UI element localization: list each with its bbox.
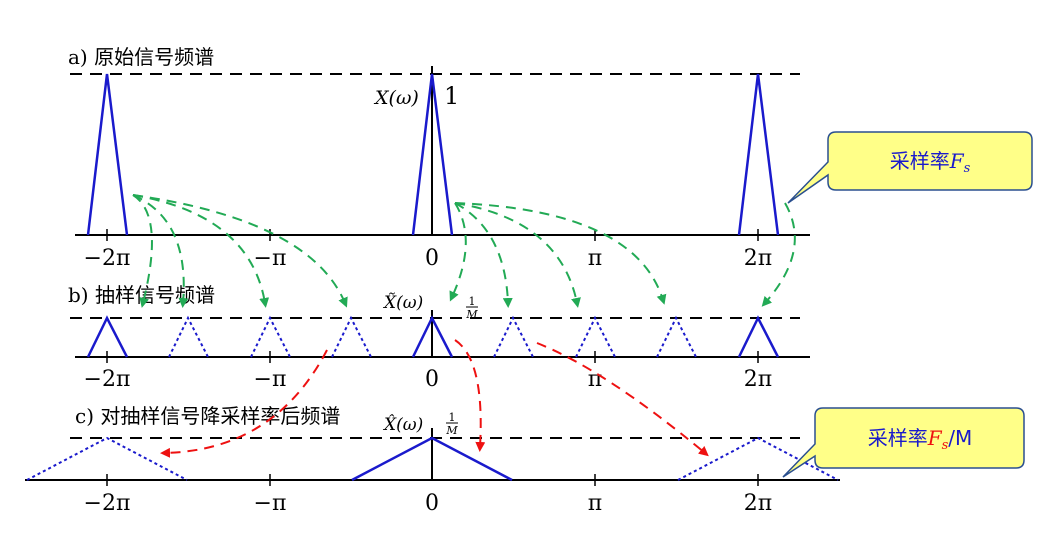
- panel-c: c) 对抽样信号降采样率后频谱 X̂(ω) 1 M −2π −π 0 π 2π: [25, 404, 840, 516]
- panel-a-tick-label-minus-pi: −π: [254, 246, 287, 271]
- panel-b-image-minus-pi-2: [331, 315, 372, 358]
- panel-b: b) 抽样信号频谱 X̃(ω) 1 M −2π −π 0 π 2π: [68, 283, 810, 392]
- panel-a-tick-label-2pi: 2π: [744, 246, 772, 271]
- panel-c-tick-label-0: 0: [425, 491, 439, 516]
- panel-b-image-minus-2pi: [86, 315, 129, 358]
- green-arrow-2: [132, 194, 189, 308]
- panel-a-tick-label-0: 0: [425, 246, 439, 271]
- green-arrow-8: [454, 202, 667, 305]
- red-arrow-right: [536, 342, 709, 457]
- panel-c-image-2pi: [677, 436, 839, 481]
- panel-a-func-label: X(ω): [373, 87, 419, 109]
- panel-c-tick-label-minus-2pi: −2π: [84, 491, 131, 516]
- panel-c-ticks: [106, 474, 759, 486]
- panel-b-image-pi: [575, 315, 616, 358]
- panel-b-image-3pi-2: [656, 315, 697, 358]
- svg-text:1: 1: [449, 411, 456, 424]
- panel-b-func-label: X̃(ω): [382, 293, 423, 313]
- panel-b-image-minus-pi: [250, 315, 291, 358]
- panel-b-image-pi-2: [493, 315, 534, 358]
- panel-c-tick-label-2pi: 2π: [744, 491, 772, 516]
- callout-sampling-rate: 采样率Fs: [787, 131, 1033, 204]
- panel-a: a) 原始信号频谱 X(ω) 1 −2π −π 0 π 2π: [68, 45, 810, 271]
- panel-a-ticks: [106, 229, 759, 241]
- panel-a-tick-label-minus-2pi: −2π: [84, 246, 131, 271]
- callout-bottom-text: 采样率Fs/M: [868, 426, 973, 453]
- panel-a-title: a) 原始信号频谱: [68, 45, 214, 69]
- panel-c-image-minus-2pi: [26, 436, 188, 481]
- panel-b-title: b) 抽样信号频谱: [68, 283, 215, 307]
- panel-b-tick-label-minus-2pi: −2π: [84, 367, 131, 392]
- panel-a-tick-label-pi: π: [588, 246, 602, 271]
- panel-b-tick-label-pi: π: [588, 367, 602, 392]
- panel-c-spectrum-0: [351, 436, 513, 482]
- panel-c-tick-label-pi: π: [588, 491, 602, 516]
- panel-c-title: c) 对抽样信号降采样率后频谱: [75, 404, 340, 428]
- panel-b-peak-fraction: 1 M: [465, 295, 478, 321]
- panel-b-tick-label-2pi: 2π: [744, 367, 772, 392]
- panel-b-ticks: [106, 351, 759, 363]
- sampling-arrows: [132, 194, 796, 308]
- svg-text:M: M: [445, 424, 458, 437]
- panel-a-peak-label: 1: [444, 82, 459, 110]
- panel-b-tick-label-0: 0: [425, 367, 439, 392]
- green-arrow-1: [132, 194, 153, 308]
- green-arrow-4: [132, 194, 348, 308]
- panel-b-image-minus-3pi-2: [168, 315, 209, 358]
- callout-bottom-bubble: [782, 407, 1025, 478]
- green-arrow-3: [132, 194, 270, 308]
- decimation-arrows: [160, 339, 709, 458]
- red-arrow-left: [160, 349, 328, 458]
- green-arrow-5: [449, 202, 467, 302]
- panel-a-spectrum-2pi: [737, 73, 780, 236]
- svg-text:1: 1: [469, 295, 476, 308]
- panel-b-tick-label-minus-pi: −π: [254, 367, 287, 392]
- red-arrow-center: [454, 339, 486, 452]
- panel-a-spectrum-minus-2pi: [86, 73, 129, 236]
- callout-decimated-rate: 采样率Fs/M: [782, 407, 1025, 478]
- green-arrow-6: [454, 202, 513, 308]
- panel-b-image-0: [411, 315, 454, 358]
- panel-c-peak-fraction: 1 M: [445, 411, 458, 437]
- panel-b-image-2pi: [737, 315, 780, 358]
- panel-c-tick-label-minus-pi: −π: [254, 491, 287, 516]
- callout-top-bubble: [787, 131, 1033, 204]
- panel-a-spectrum-0: [411, 73, 454, 236]
- svg-text:M: M: [465, 308, 478, 321]
- callout-top-text: 采样率Fs: [890, 149, 971, 176]
- green-arrow-7: [454, 202, 581, 308]
- panel-c-func-label: X̂(ω): [382, 415, 423, 435]
